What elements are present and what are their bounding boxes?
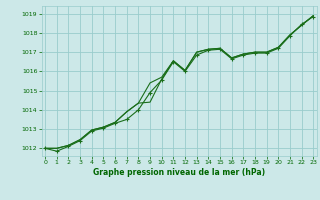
X-axis label: Graphe pression niveau de la mer (hPa): Graphe pression niveau de la mer (hPa) <box>93 168 265 177</box>
